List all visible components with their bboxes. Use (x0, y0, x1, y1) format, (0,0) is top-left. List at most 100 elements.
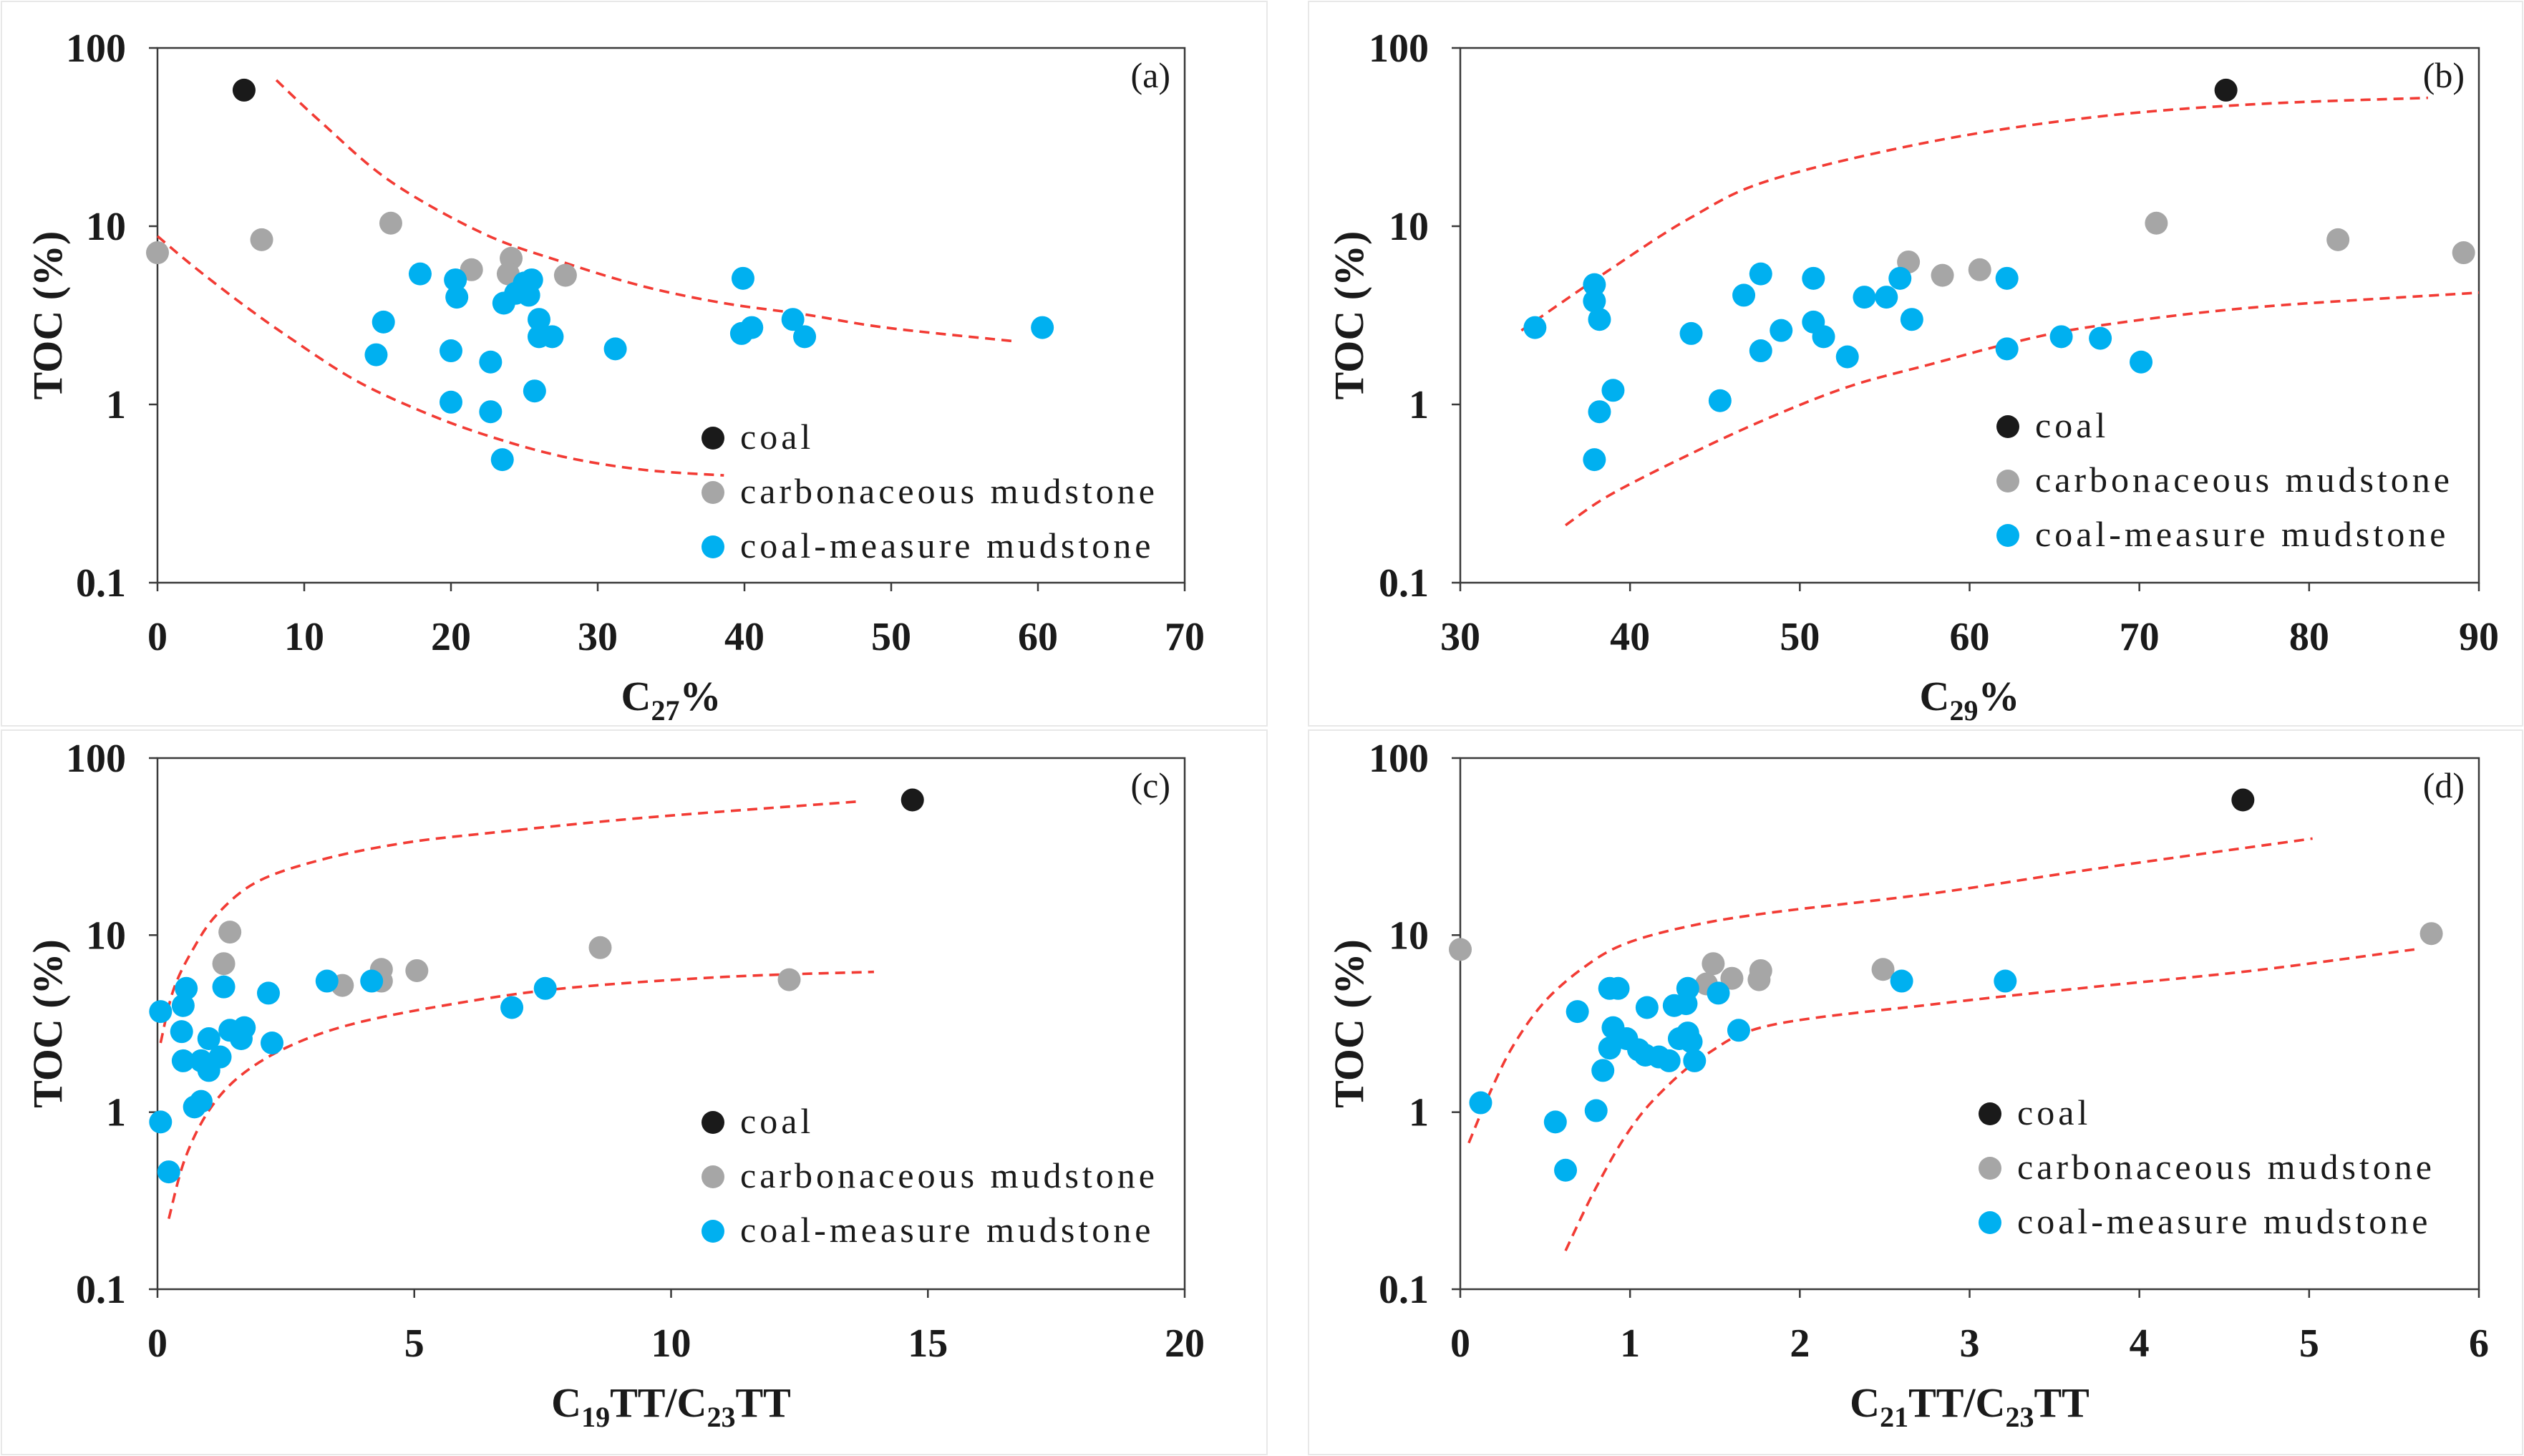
carbonaceous-mudstone-point (1931, 263, 1954, 287)
y-tick-label: 1 (106, 1091, 126, 1135)
coal-measure-mudstone-point (440, 339, 462, 363)
y-tick-label: 10 (86, 205, 126, 249)
coal-measure-mudstone-point (533, 976, 557, 1000)
coal-measure-mudstone-point (1727, 1019, 1750, 1042)
coal-measure-mudstone-point (364, 343, 388, 367)
carbonaceous-mudstone-point (1747, 968, 1771, 991)
coal-measure-mudstone-point (523, 379, 546, 403)
x-tick-label: 15 (908, 1321, 948, 1366)
coal-measure-mudstone-point (149, 1110, 173, 1134)
x-axis-label-part: TT/C (1908, 1379, 2005, 1426)
coal-measure-mudstone-point (1676, 1021, 1699, 1045)
legend-marker-coal-measure-mudstone (1996, 524, 2019, 547)
carbonaceous-mudstone-point (146, 241, 169, 265)
y-tick-label: 1 (1409, 383, 1429, 427)
coal-measure-mudstone-point (517, 283, 540, 307)
coal-measure-mudstone-point (171, 1049, 195, 1072)
coal-measure-mudstone-point (208, 1045, 232, 1069)
coal-measure-mudstone-point (1583, 448, 1606, 472)
y-tick-label: 0.1 (1379, 561, 1429, 606)
legend-label-coal: coal (740, 417, 814, 457)
x-tick-label: 50 (1780, 615, 1820, 659)
series-carbonaceous-mudstone (212, 921, 801, 997)
coal-measure-mudstone-point (793, 325, 817, 349)
coal-measure-mudstone-point (175, 976, 198, 1000)
series-carbonaceous-mudstone (146, 211, 577, 287)
coal-measure-mudstone-point (1635, 996, 1659, 1019)
series-coal-measure-mudstone (364, 262, 1054, 472)
legend-marker-coal (702, 427, 724, 450)
panel-border (1, 1, 1268, 727)
y-axis-label: TOC (%) (24, 939, 71, 1108)
coal-measure-mudstone-point (1591, 1059, 1615, 1082)
coal-measure-mudstone-point (1676, 976, 1699, 1000)
x-axis-label-part: C (621, 673, 651, 719)
coal-measure-mudstone-point (440, 390, 462, 414)
coal-measure-mudstone-point (603, 337, 627, 361)
legend-marker-coal (702, 1111, 724, 1134)
envelope-curve-lower (1564, 948, 2415, 1251)
panel-label: (b) (2423, 55, 2465, 95)
legend-label-carbonaceous-mudstone: carbonaceous mudstone (2035, 460, 2453, 500)
x-tick-label: 1 (1620, 1321, 1640, 1366)
x-tick-label: 40 (724, 615, 765, 659)
x-tick-label: 70 (2120, 615, 2160, 659)
coal-measure-mudstone-point (1707, 981, 1730, 1005)
y-axis-ticks: 0.1 1 10 100 (1369, 737, 1460, 1312)
coal-measure-mudstone-point (408, 262, 432, 286)
x-axis-label-part: TT (2034, 1379, 2089, 1426)
x-tick-label: 10 (651, 1321, 691, 1366)
chart-panel-b: 30 40 50 60 70 80 90 0.1 1 10 100 TOC (%) C29% coal ca… (1308, 1, 2523, 727)
carbonaceous-mudstone-point (1720, 966, 1744, 990)
y-tick-label: 1 (1409, 1091, 1429, 1135)
x-tick-label: 0 (147, 1321, 168, 1366)
x-axis-label-part: C (1920, 673, 1950, 719)
coal-measure-mudstone-point (1749, 262, 1772, 286)
coal-measure-mudstone-point (1708, 389, 1732, 412)
coal-measure-mudstone-point (157, 1160, 180, 1184)
panel-border (1, 729, 1268, 1455)
legend-label-carbonaceous-mudstone: carbonaceous mudstone (740, 471, 1158, 511)
envelope-curves (156, 79, 1012, 477)
x-axis-label-part: TT (735, 1379, 790, 1426)
x-axis-label: C27% (621, 673, 722, 727)
carbonaceous-mudstone-point (250, 228, 273, 251)
carbonaceous-mudstone-point (218, 921, 242, 944)
x-tick-label: 30 (578, 615, 618, 659)
legend: coal carbonaceous mudstone coal-measure mu… (702, 417, 1158, 566)
x-axis-label-subscript: 23 (2005, 1401, 2034, 1433)
y-axis-ticks: 0.1 1 10 100 (1369, 26, 1460, 606)
coal-measure-mudstone-point (731, 266, 754, 290)
envelope-curves (1467, 837, 2415, 1251)
coal-measure-mudstone-point (1543, 1110, 1567, 1134)
coal-measure-mudstone-point (256, 981, 280, 1005)
coal-measure-mudstone-point (1601, 379, 1625, 402)
coal-measure-mudstone-point (189, 1089, 213, 1113)
coal-point (2231, 788, 2255, 812)
series-carbonaceous-mudstone (1449, 922, 2443, 996)
x-axis-label: C29% (1920, 673, 2020, 727)
coal-measure-mudstone-point (1749, 339, 1772, 363)
coal-measure-mudstone-point (445, 286, 469, 309)
x-tick-label: 2 (1790, 1321, 1810, 1366)
y-axis-label: TOC (%) (1326, 939, 1372, 1108)
carbonaceous-mudstone-point (588, 936, 612, 959)
x-axis-label-part: C (551, 1379, 581, 1426)
coal-measure-mudstone-point (233, 1016, 256, 1039)
carbonaceous-mudstone-point (2452, 241, 2475, 265)
coal-measure-mudstone-point (1995, 266, 2019, 290)
panel-border (1308, 1, 2523, 727)
x-axis-label: C21TT/C23TT (1850, 1379, 2089, 1433)
y-tick-label: 100 (66, 26, 126, 71)
coal-measure-mudstone-point (2130, 350, 2153, 374)
x-tick-label: 20 (431, 615, 471, 659)
coal-measure-mudstone-point (212, 975, 236, 999)
legend: coal carbonaceous mudstone coal-measure mu… (702, 1101, 1155, 1250)
x-axis-label-part: % (679, 673, 721, 719)
coal-measure-mudstone-point (197, 1027, 220, 1051)
y-tick-label: 0.1 (76, 561, 126, 606)
x-tick-label: 0 (147, 615, 168, 659)
coal-measure-mudstone-point (1994, 969, 2017, 993)
